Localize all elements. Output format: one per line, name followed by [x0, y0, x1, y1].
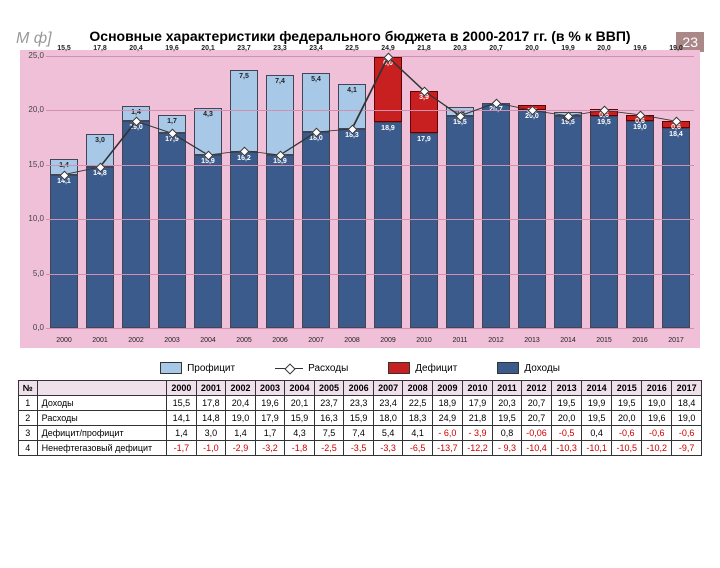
year-col: 16,27,523,72005	[226, 56, 262, 328]
year-col: 19,00,619,62016	[622, 56, 658, 328]
year-col: 18,40,619,02017	[658, 56, 694, 328]
legend: Профицит Расходы Дефицит Доходы	[0, 362, 720, 374]
legend-deficit: Дефицит	[388, 362, 457, 374]
legend-income-label: Доходы	[524, 363, 560, 374]
data-table: №200020012002200320042005200620072008200…	[18, 380, 702, 456]
year-col: 19,50,820,32011	[442, 56, 478, 328]
year-col: 18,96,024,92009	[370, 56, 406, 328]
year-col: 20,720,72012	[478, 56, 514, 328]
year-col: 14,83,017,82001	[82, 56, 118, 328]
table-row: 4Ненефтегазовый дефицит-1,7-1,0-2,9-3,2-…	[19, 441, 702, 456]
legend-income: Доходы	[497, 362, 560, 374]
table-row: 1Доходы15,517,820,419,620,123,723,323,42…	[19, 396, 702, 411]
legend-expenses-label: Расходы	[308, 363, 348, 374]
diamond-marker-icon	[275, 368, 303, 369]
year-col: 18,05,423,42007	[298, 56, 334, 328]
year-col: 17,91,719,62003	[154, 56, 190, 328]
page-title: Основные характеристики федерального бюд…	[10, 28, 710, 44]
year-col: 15,94,320,12004	[190, 56, 226, 328]
year-col: 19,50,620,02015	[586, 56, 622, 328]
chart: 14,11,415,5200014,83,017,8200119,01,420,…	[20, 50, 700, 348]
year-col: 19,50,419,92014	[550, 56, 586, 328]
table-row: 3Дефицит/профицит1,43,01,41,74,37,57,45,…	[19, 426, 702, 441]
year-col: 20,00,520,02013	[514, 56, 550, 328]
legend-expenses: Расходы	[275, 363, 348, 374]
year-col: 15,97,423,32006	[262, 56, 298, 328]
table-row: 2Расходы14,114,819,017,915,916,315,918,0…	[19, 411, 702, 426]
year-col: 19,01,420,42002	[118, 56, 154, 328]
legend-surplus: Профицит	[160, 362, 235, 374]
legend-surplus-label: Профицит	[187, 363, 235, 374]
year-col: 14,11,415,52000	[46, 56, 82, 328]
year-col: 18,34,122,52008	[334, 56, 370, 328]
legend-deficit-label: Дефицит	[415, 363, 457, 374]
